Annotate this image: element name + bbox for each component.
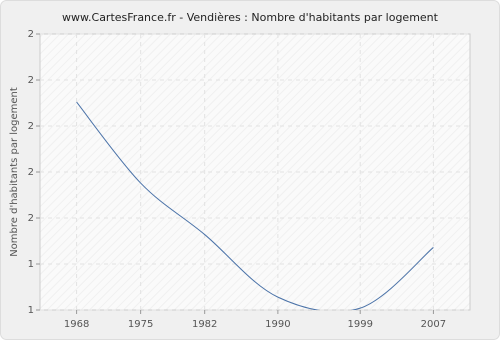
x-tick-label: 2007 [421,319,446,330]
y-tick-label: 2 [28,213,34,224]
x-tick-label: 1975 [128,319,153,330]
x-tick-label: 1982 [192,319,217,330]
chart-title: www.CartesFrance.fr - Vendières : Nombre… [62,11,439,24]
plot-area [39,33,471,311]
y-tick-label: 2 [28,29,34,40]
y-tick-label: 2 [28,167,34,178]
y-axis-label: Nombre d'habitants par logement [9,87,20,257]
line-series [76,101,434,310]
y-tick-label: 1 [28,305,34,316]
y-tick-label: 2 [28,75,34,86]
x-tick-label: 1999 [347,319,372,330]
y-tick-label: 2 [28,121,34,132]
x-tick-label: 1990 [265,319,290,330]
y-tick-label: 1 [28,259,34,270]
x-tick-label: 1968 [64,319,89,330]
